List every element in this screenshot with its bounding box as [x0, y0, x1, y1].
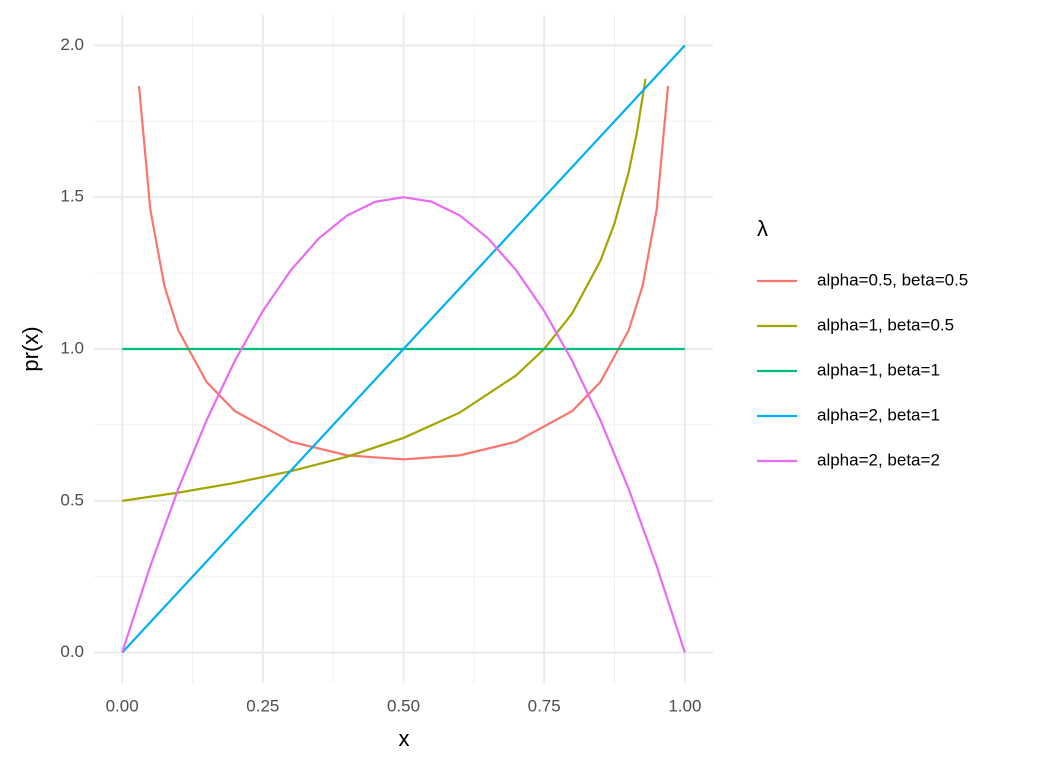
legend-label: alpha=2, beta=1	[817, 405, 940, 424]
x-tick-label: 0.25	[246, 696, 279, 715]
y-tick-label: 0.5	[60, 490, 84, 509]
line	[137, 85, 670, 461]
y-tick-label: 0.0	[60, 642, 84, 661]
line	[121, 44, 686, 654]
line	[121, 196, 686, 653]
x-tick-label: 1.00	[668, 696, 701, 715]
legend-title: λ	[757, 216, 768, 241]
y-tick-label: 1.5	[60, 187, 84, 206]
y-tick-label: 1.0	[60, 338, 84, 357]
x-axis-title: x	[399, 726, 410, 751]
line	[121, 78, 647, 502]
y-tick-label: 2.0	[60, 35, 84, 54]
x-tick-label: 0.75	[528, 696, 561, 715]
legend-label: alpha=1, beta=0.5	[817, 315, 954, 334]
legend-label: alpha=0.5, beta=0.5	[817, 270, 968, 289]
x-tick-label: 0.50	[387, 696, 420, 715]
x-tick-label: 0.00	[106, 696, 139, 715]
legend-label: alpha=1, beta=1	[817, 360, 940, 379]
y-axis-title: pr(x)	[18, 326, 43, 371]
legend-label: alpha=2, beta=2	[817, 450, 940, 469]
